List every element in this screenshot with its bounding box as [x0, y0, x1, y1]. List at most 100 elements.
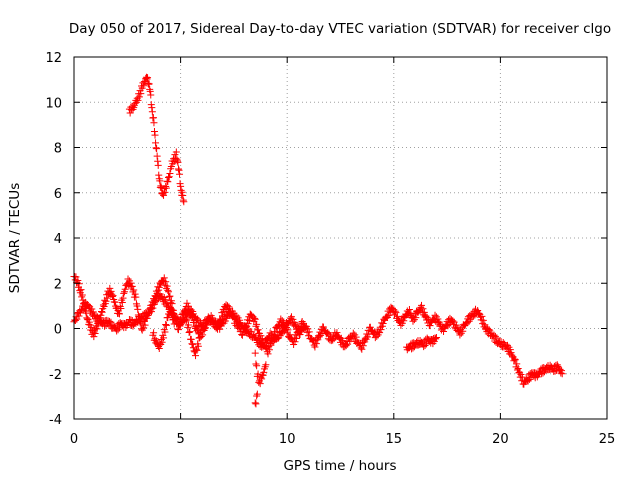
data-point: [160, 274, 168, 282]
data-point: [373, 332, 381, 340]
data-point: [558, 370, 566, 378]
data-point: [292, 335, 300, 343]
data-point: [164, 286, 172, 294]
data-point: [115, 309, 123, 317]
data-point: [100, 303, 108, 311]
data-point: [155, 171, 163, 179]
data-point: [149, 304, 157, 312]
data-point: [186, 328, 194, 336]
data-point: [143, 75, 151, 83]
data-point: [251, 399, 259, 407]
data-point: [160, 334, 168, 342]
data-point: [333, 329, 341, 337]
data-point: [296, 330, 304, 338]
data-point: [118, 299, 126, 307]
data-point: [81, 305, 89, 313]
data-point: [165, 288, 173, 296]
data-point: [178, 188, 186, 196]
y-tick-label: 6: [54, 187, 62, 202]
data-point: [241, 322, 249, 330]
data-point: [254, 370, 262, 378]
data-point: [163, 282, 171, 290]
data-point: [377, 326, 385, 334]
data-point: [259, 343, 267, 351]
data-point: [103, 294, 111, 302]
data-point: [426, 322, 434, 330]
data-point: [314, 336, 322, 344]
data-point: [111, 298, 119, 306]
y-tick-label: 2: [54, 277, 62, 292]
data-point: [421, 342, 429, 350]
data-point: [454, 324, 462, 332]
data-point: [192, 352, 200, 360]
data-point: [168, 309, 176, 317]
data-point: [154, 157, 162, 165]
y-tick-label: 4: [54, 232, 62, 247]
data-point: [260, 368, 268, 376]
data-point: [162, 184, 170, 192]
data-point: [292, 321, 300, 329]
data-point: [164, 178, 172, 186]
data-point: [336, 335, 344, 343]
y-tick-label: 10: [45, 96, 62, 111]
data-point: [277, 315, 285, 323]
data-point: [305, 328, 313, 336]
data-point: [142, 74, 150, 82]
data-point: [194, 315, 202, 323]
data-point: [172, 148, 180, 156]
data-point: [468, 313, 476, 321]
data-point: [174, 314, 182, 322]
data-point: [165, 174, 173, 182]
data-point: [299, 324, 307, 332]
data-point: [518, 373, 526, 381]
data-point: [409, 317, 417, 325]
data-point: [156, 177, 164, 185]
data-point: [165, 293, 173, 301]
data-point: [130, 286, 138, 294]
data-point: [431, 311, 439, 319]
data-point: [459, 327, 467, 335]
data-point: [119, 294, 127, 302]
data-point: [167, 310, 175, 318]
data-point: [485, 326, 493, 334]
data-point: [155, 283, 163, 291]
data-point: [444, 322, 452, 330]
data-point: [189, 340, 197, 348]
data-point: [452, 321, 460, 329]
data-point: [262, 361, 270, 369]
data-point: [274, 322, 282, 330]
data-point: [144, 79, 152, 87]
data-point: [551, 367, 559, 375]
data-point: [154, 161, 162, 169]
data-point: [223, 314, 231, 322]
data-point: [312, 340, 320, 348]
data-point: [121, 285, 129, 293]
grid-lines: [74, 57, 607, 419]
data-point: [147, 308, 155, 316]
data-point: [478, 312, 486, 320]
data-point: [182, 317, 190, 325]
data-point: [134, 96, 142, 104]
data-point: [109, 292, 117, 300]
data-point: [193, 346, 201, 354]
data-point: [513, 360, 521, 368]
data-point: [196, 334, 204, 342]
data-point: [166, 170, 174, 178]
y-axis-label: SDTVAR / TECUs: [7, 183, 23, 293]
data-point: [556, 365, 564, 373]
x-tick-label: 25: [599, 432, 616, 447]
data-point: [175, 166, 183, 174]
data-point: [244, 320, 252, 328]
data-point: [162, 321, 170, 329]
data-point: [219, 319, 227, 327]
data-point: [251, 315, 259, 323]
data-point: [558, 367, 566, 375]
data-point: [85, 318, 93, 326]
data-point: [366, 323, 374, 331]
data-point: [134, 305, 142, 313]
data-point: [155, 344, 163, 352]
y-tick-label: -4: [49, 413, 62, 428]
data-point: [152, 337, 160, 345]
data-point: [106, 284, 114, 292]
